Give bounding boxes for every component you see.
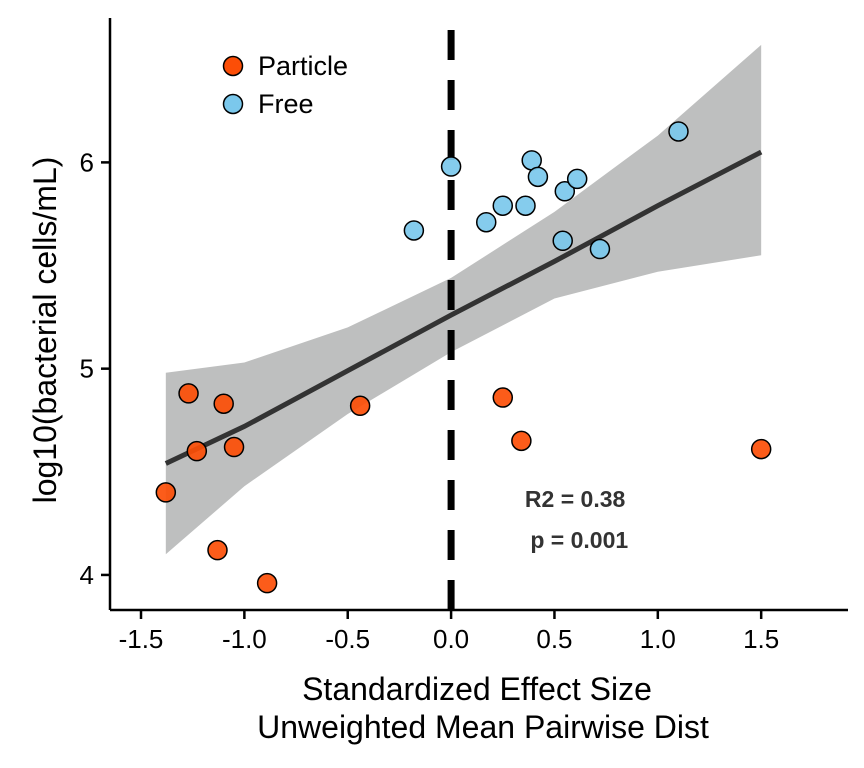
point-particle-5: [223, 436, 245, 458]
x-axis-title-line1: Standardized Effect Size: [302, 671, 652, 707]
regression-line-layer: [164, 149, 763, 466]
x-tick-label: 1.5: [743, 624, 779, 654]
point-free-11: [668, 121, 689, 142]
point-free-6: [527, 166, 549, 188]
regression-line: [164, 149, 763, 466]
x-tick-label: -1.5: [119, 624, 164, 654]
point-particle-2: [186, 440, 208, 462]
point-particle-7: [349, 395, 371, 417]
ticks-layer: -1.5 -1.0 -0.5 0.0 0.5 1.0 1.5 4 5 6: [80, 147, 780, 654]
point-free-9: [566, 168, 588, 190]
y-tick-label: 5: [80, 354, 94, 384]
point-free-8: [554, 181, 576, 202]
point-particle-0: [155, 482, 177, 503]
axes-layer: [108, 18, 848, 612]
legend-label-particle: Particle: [258, 51, 348, 81]
point-particle-8: [492, 387, 514, 408]
point-free-3: [492, 195, 514, 216]
x-tick-label: -1.0: [222, 624, 267, 654]
point-free-10: [589, 238, 611, 260]
y-tick-label: 4: [80, 560, 94, 590]
point-particle-3: [207, 539, 228, 561]
legend-label-free: Free: [258, 89, 314, 119]
point-particle-9: [511, 430, 532, 452]
legend-key-particle: [222, 55, 244, 77]
x-tick-label: -0.5: [325, 624, 370, 654]
point-particle-4: [213, 393, 234, 414]
point-particle-6: [256, 572, 278, 594]
point-particle-1: [178, 383, 199, 404]
r-squared-label: R2 = 0.38: [525, 486, 626, 512]
data-points-layer: [155, 121, 772, 594]
point-free-1: [440, 156, 462, 177]
point-particle-10: [750, 438, 772, 460]
annotation-layer: R2 = 0.38 p = 0.001: [525, 486, 628, 553]
x-axis-title-line2: Unweighted Mean Pairwise Dist: [257, 709, 709, 745]
y-axis-title: log10(bacterial cells/mL): [27, 157, 63, 504]
x-tick-label: 0.5: [536, 624, 572, 654]
legend-key-free: [222, 93, 244, 115]
point-free-4: [515, 195, 536, 216]
confidence-band-layer: [165, 44, 762, 555]
x-tick-label: 0.0: [433, 624, 469, 654]
point-free-0: [403, 220, 425, 241]
p-value-label: p = 0.001: [530, 527, 628, 553]
confidence-band: [165, 44, 762, 555]
point-free-7: [552, 230, 573, 252]
y-tick-label: 6: [80, 147, 94, 177]
legend: Particle Free: [222, 51, 348, 119]
point-free-2: [475, 211, 497, 233]
x-tick-label: 1.0: [640, 624, 676, 654]
